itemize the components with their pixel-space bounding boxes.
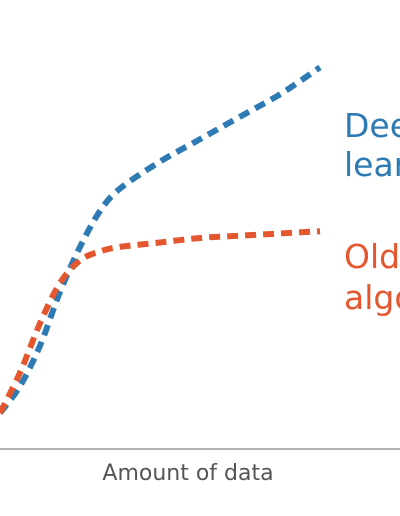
chart-lines bbox=[0, 64, 322, 415]
series-line-older-algorithms bbox=[0, 228, 321, 415]
series-label-line-1: Old bbox=[344, 237, 400, 276]
x-axis-label: Amount of data bbox=[102, 461, 273, 486]
series-label-line-2: algo bbox=[344, 278, 400, 317]
series-line-deep-learning bbox=[0, 64, 322, 415]
series-label-line-1: Dee bbox=[344, 106, 400, 145]
series-label-deep-learning: Dee lear bbox=[344, 106, 400, 184]
series-label-line-2: lear bbox=[344, 145, 400, 184]
series-label-older-algorithms: Old algo bbox=[344, 237, 400, 317]
